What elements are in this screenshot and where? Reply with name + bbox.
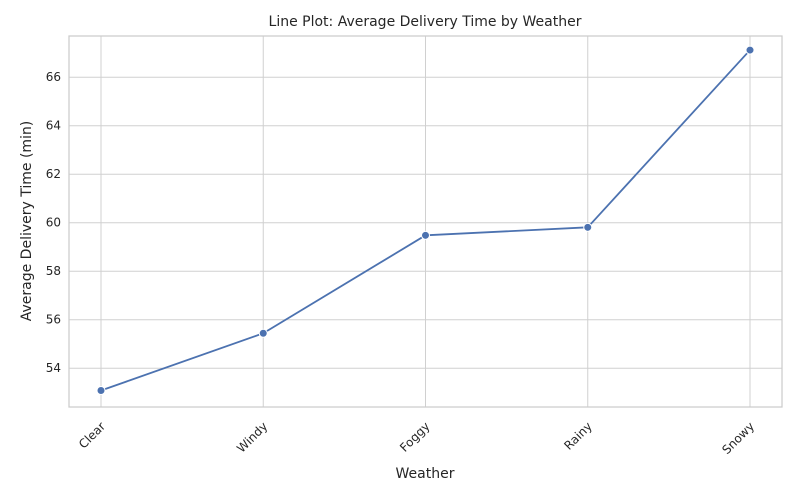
y-tick-labels: 54 56 58 60 62 64 66 — [46, 70, 61, 375]
x-tick-label: Windy — [234, 419, 270, 455]
y-tick-label: 60 — [46, 216, 61, 230]
data-point — [745, 45, 755, 55]
grid — [69, 36, 782, 407]
y-tick-label: 54 — [46, 361, 61, 375]
series-layer — [96, 45, 755, 396]
x-tick-label: Rainy — [561, 419, 595, 453]
x-tick-label: Foggy — [397, 419, 432, 454]
data-point — [96, 386, 106, 396]
y-tick-label: 62 — [46, 167, 61, 181]
y-tick-label: 64 — [46, 119, 61, 133]
chart-title: Line Plot: Average Delivery Time by Weat… — [269, 14, 582, 30]
y-tick-label: 66 — [46, 70, 61, 84]
x-tick-label: Clear — [76, 419, 108, 451]
y-tick-label: 58 — [46, 264, 61, 278]
y-tick-label: 56 — [46, 313, 61, 327]
x-axis-label: Weather — [396, 466, 455, 482]
x-tick-labels: Clear Windy Foggy Rainy Snowy — [76, 419, 757, 457]
data-point — [258, 328, 268, 338]
x-tick-label: Snowy — [719, 419, 757, 457]
data-point — [421, 230, 430, 240]
plot-area: Clear Windy Foggy Rainy Snowy 54 56 58 60 62 64 66 — [46, 35, 783, 457]
plot-frame — [68, 35, 783, 408]
y-axis-label: Average Delivery Time (min) — [19, 121, 35, 322]
data-point — [583, 222, 593, 232]
